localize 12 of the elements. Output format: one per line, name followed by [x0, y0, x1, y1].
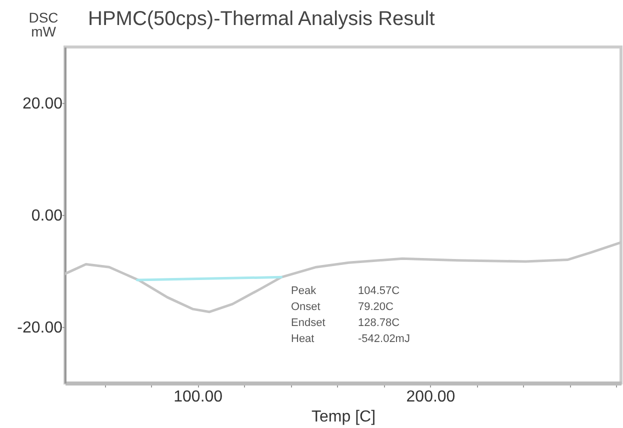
- x-axis-title: Temp [C]: [311, 408, 376, 426]
- text: Peak 104.57C: [291, 285, 400, 297]
- x-tick-label: 100.00: [174, 388, 223, 406]
- chart-title: HPMC(50cps)-Thermal Analysis Result: [88, 8, 436, 30]
- y-tick-label: -20.00: [17, 320, 63, 336]
- y-axis-title: DSC mW: [28, 10, 58, 40]
- text: Heat -542.02mJ: [291, 333, 410, 345]
- y-tick-label: 20.00: [22, 96, 63, 112]
- x-tick-label: 200.00: [406, 388, 456, 406]
- text: Onset 79.20C: [291, 301, 394, 313]
- y-tick-label: 0.00: [31, 208, 63, 224]
- text: Endset 128.78C: [291, 317, 400, 329]
